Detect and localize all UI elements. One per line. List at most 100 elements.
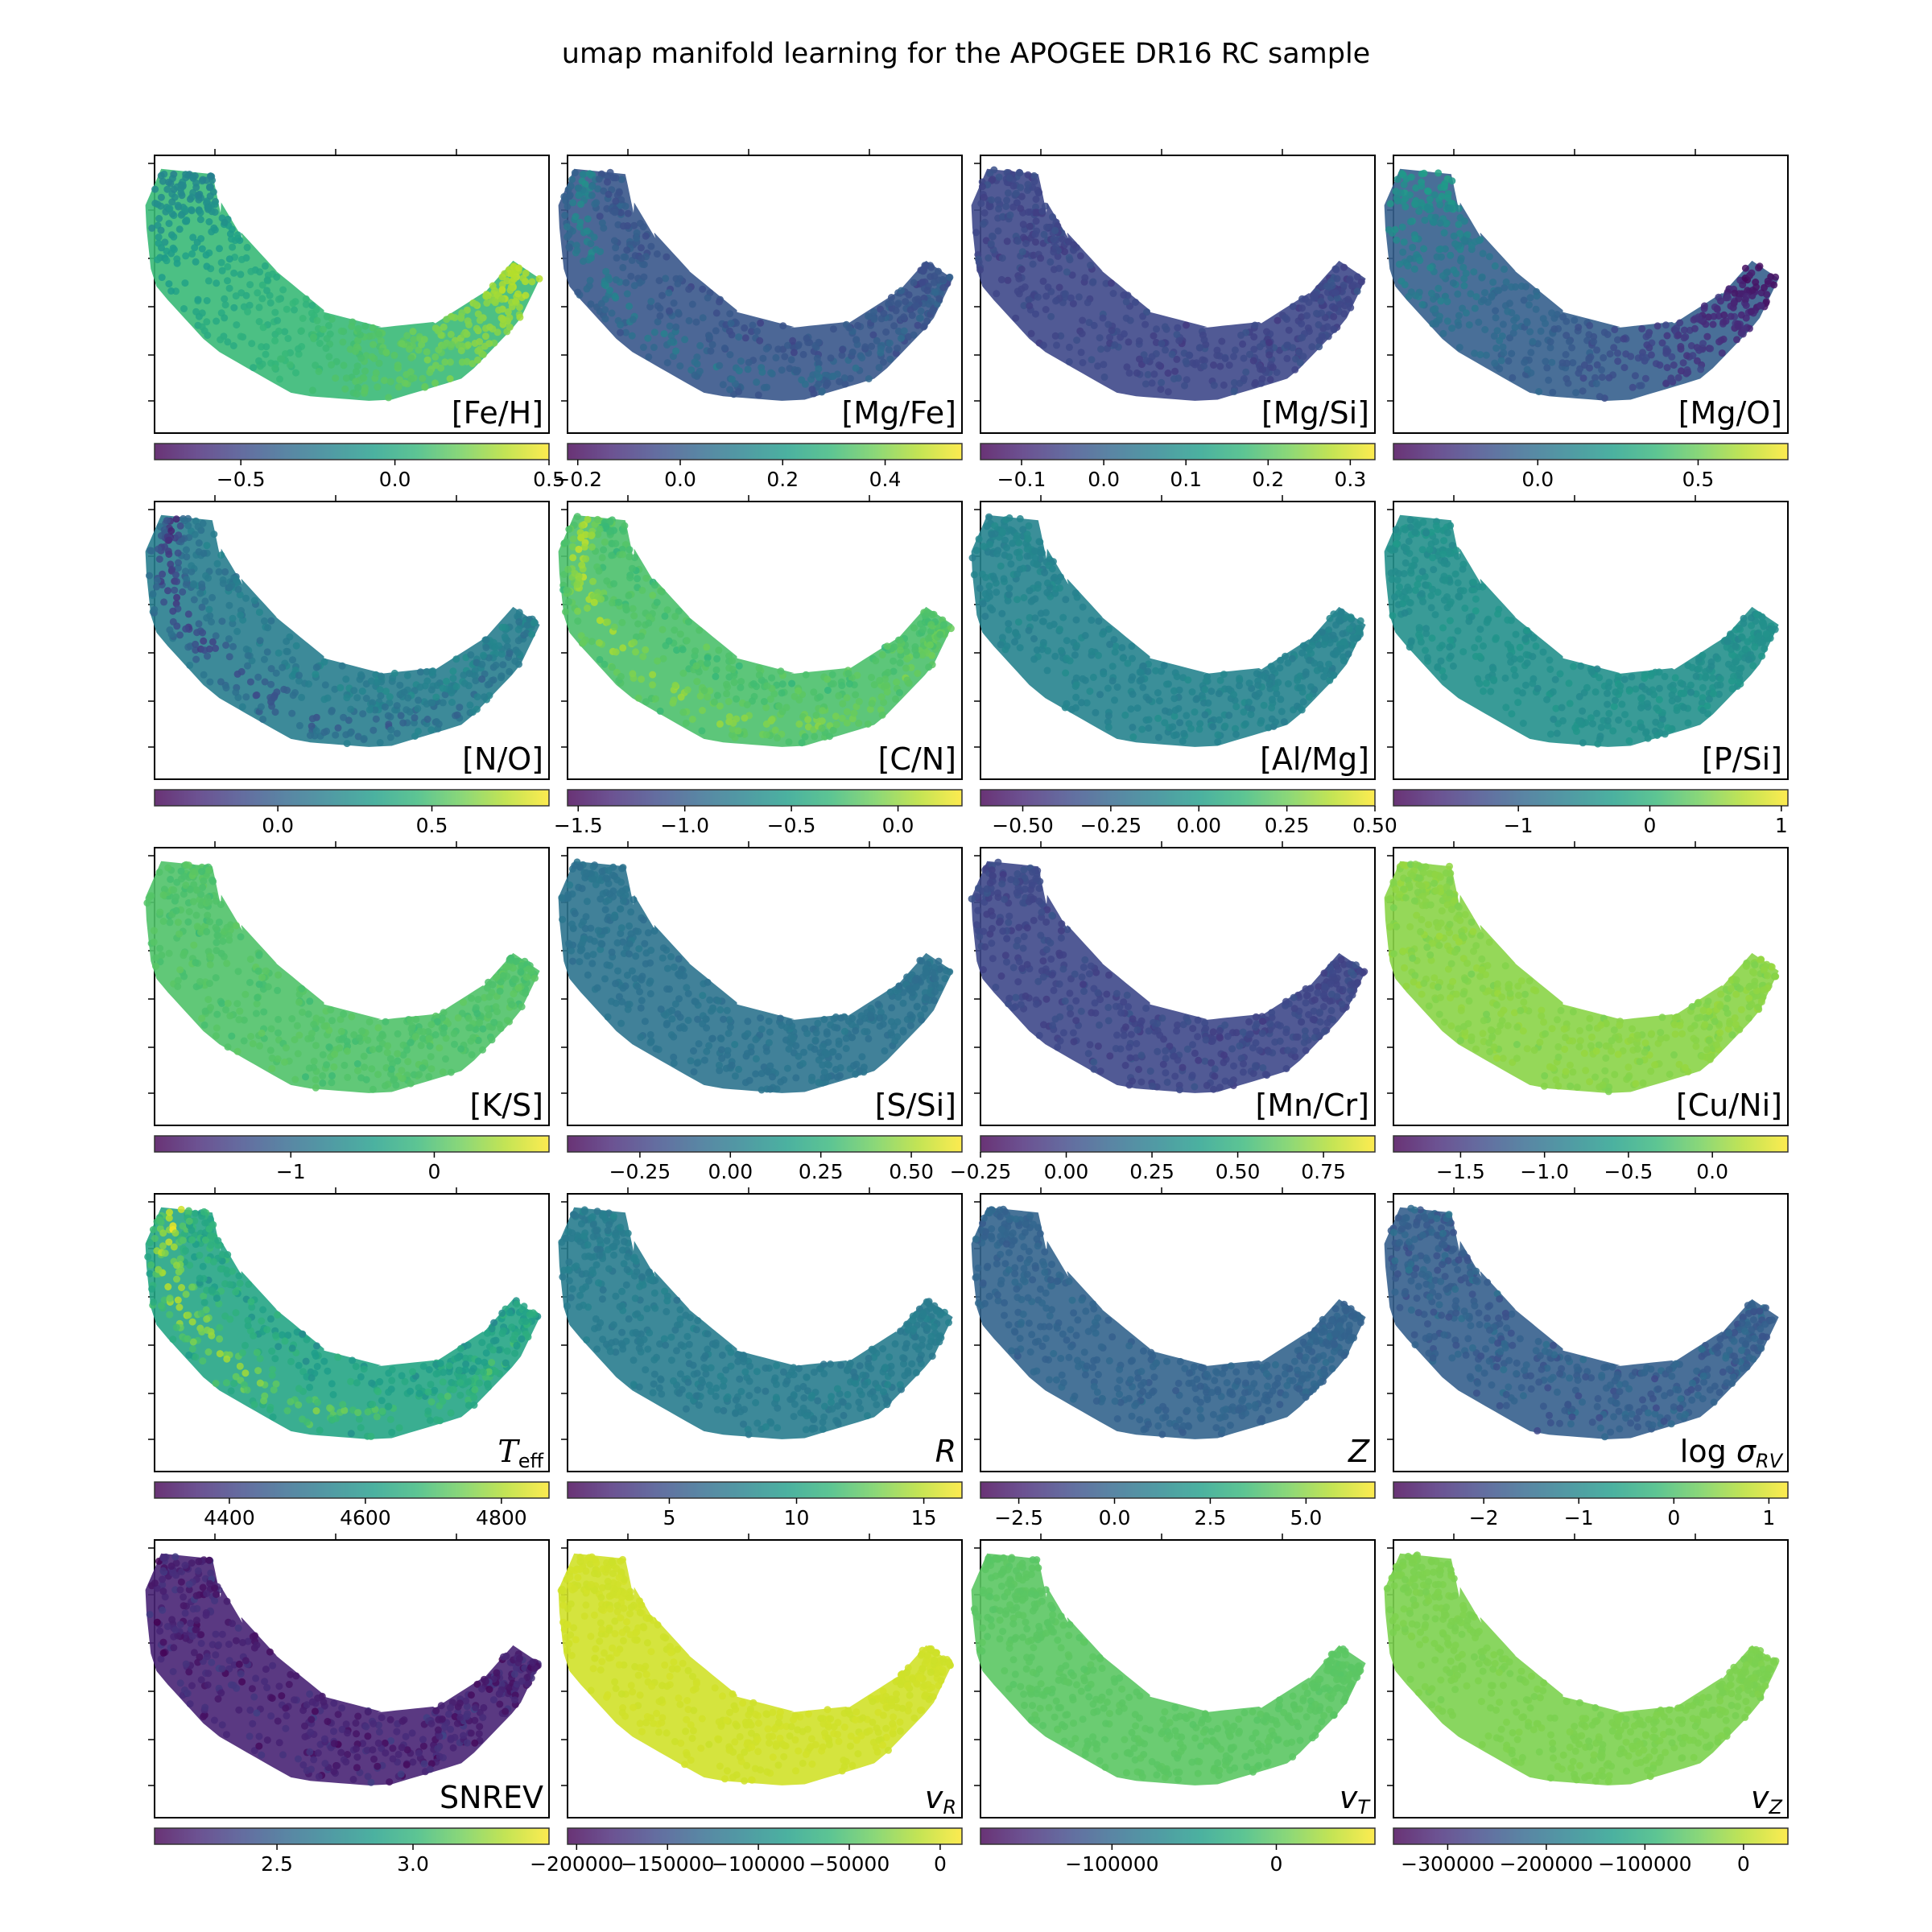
scatter-point <box>1184 676 1192 684</box>
scatter-point <box>569 543 577 551</box>
scatter-point <box>221 314 229 322</box>
scatter-point <box>1057 646 1065 654</box>
scatter-point <box>621 522 629 530</box>
scatter-point <box>879 358 887 366</box>
scatter-point <box>1572 389 1580 397</box>
scatter-point <box>185 908 193 915</box>
scatter-point <box>182 252 190 260</box>
scatter-point <box>200 877 208 885</box>
scatter-point <box>208 876 217 884</box>
scatter-point <box>1100 670 1108 678</box>
scatter-point <box>1461 605 1469 612</box>
scatter-point <box>199 629 207 637</box>
scatter-point <box>515 609 523 617</box>
scatter-point <box>208 593 217 601</box>
scatter-point <box>1637 704 1645 712</box>
scatter-point <box>499 315 507 323</box>
scatter-point <box>1065 357 1073 365</box>
scatter-point <box>1526 328 1534 336</box>
scatter-point <box>601 538 609 546</box>
scatter-point <box>1084 299 1092 307</box>
colorbar: −0.1 0.0 0.1 0.2 0.3 <box>980 443 1376 491</box>
scatter-point <box>1683 352 1690 360</box>
scatter-point <box>474 310 482 318</box>
scatter-point <box>1401 281 1409 289</box>
scatter-point <box>1136 355 1143 363</box>
scatter-point <box>1504 640 1512 648</box>
scatter-point <box>829 679 837 687</box>
scatter-point <box>378 672 385 680</box>
colorbar-tick-label: −1 <box>276 1160 306 1183</box>
scatter-point <box>440 323 448 331</box>
scatter-point <box>881 1047 889 1055</box>
scatter-point <box>1239 340 1247 348</box>
scatter-point <box>1542 320 1549 328</box>
scatter-point <box>153 583 160 591</box>
scatter-point <box>1107 279 1115 287</box>
scatter-point <box>1183 712 1191 720</box>
scatter-point <box>246 678 254 686</box>
scatter-point <box>353 390 361 398</box>
scatter-point <box>737 683 745 691</box>
scatter-point <box>1546 344 1554 352</box>
scatter-point <box>720 345 729 352</box>
scatter-point <box>1661 672 1669 680</box>
colorbar-tick-label: −0.1 <box>997 468 1046 491</box>
scatter-point <box>910 331 918 339</box>
scatter-point <box>206 918 214 926</box>
scatter-point <box>1072 680 1080 688</box>
scatter-point <box>1050 235 1058 243</box>
scatter-point <box>868 700 876 708</box>
scatter-point <box>190 580 198 588</box>
scatter-point <box>394 363 402 371</box>
scatter-point <box>755 671 763 679</box>
scatter-point <box>374 383 382 391</box>
scatter-point <box>352 378 360 386</box>
scatter-point <box>1568 344 1576 352</box>
scatter-point <box>1079 316 1087 324</box>
scatter-point <box>1455 312 1463 320</box>
scatter-point <box>852 364 860 372</box>
scatter-point <box>1075 293 1083 301</box>
scatter-point <box>288 1015 296 1022</box>
scatter-point <box>506 650 514 658</box>
scatter-point <box>256 268 264 276</box>
scatter-point <box>319 325 327 333</box>
scatter-point <box>504 308 512 316</box>
scatter-point <box>1470 578 1478 586</box>
scatter-point <box>1088 647 1096 655</box>
scatter-point <box>618 618 626 626</box>
scatter-point <box>1682 332 1690 341</box>
scatter-point <box>1045 561 1053 569</box>
scatter-point <box>1104 718 1112 726</box>
scatter-point <box>369 699 377 707</box>
scatter-point <box>1240 375 1248 382</box>
scatter-point <box>728 731 736 739</box>
scatter-point <box>1026 222 1034 230</box>
scatter-point <box>1104 320 1113 328</box>
scatter-point <box>935 295 943 303</box>
scatter-point <box>531 974 539 982</box>
scatter-point <box>699 314 707 322</box>
scatter-point <box>1443 317 1451 325</box>
scatter-point <box>1580 361 1588 369</box>
scatter-point <box>1240 708 1248 716</box>
scatter-point <box>1386 200 1394 208</box>
scatter-point <box>1650 691 1657 699</box>
scatter-point <box>244 308 252 316</box>
scatter-point <box>986 540 994 548</box>
scatter-point <box>362 695 370 702</box>
scatter-point <box>295 350 303 358</box>
scatter-point <box>753 378 761 386</box>
scatter-point <box>386 693 394 701</box>
scatter-point <box>633 234 641 242</box>
scatter-point <box>1056 625 1063 634</box>
scatter-point <box>1331 289 1340 297</box>
scatter-point <box>835 691 843 700</box>
scatter-point <box>989 175 997 184</box>
panel-3: [Mg/O]0.0 0.5 <box>1384 149 1789 491</box>
scatter-point <box>258 973 266 981</box>
scatter-point <box>1161 323 1169 331</box>
scatter-point <box>760 384 768 391</box>
scatter-point <box>1656 361 1664 369</box>
